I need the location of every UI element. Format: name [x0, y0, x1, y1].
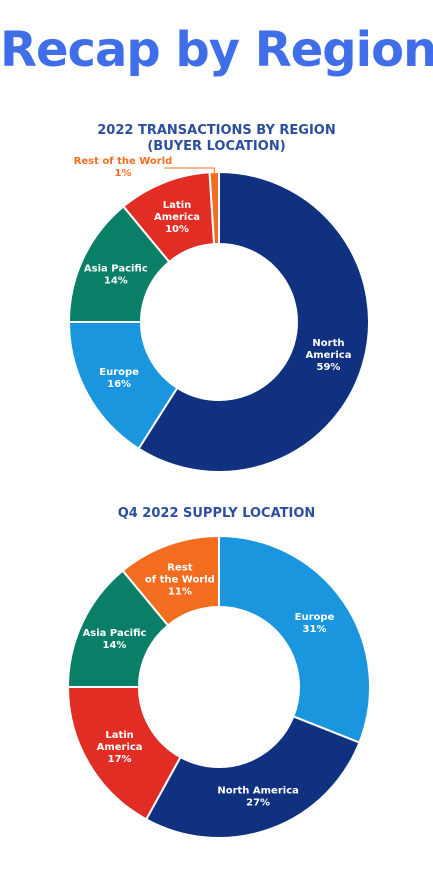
slice-category: Rest: [167, 562, 192, 573]
slice-category: Europe: [295, 612, 335, 623]
donut-chart-supply: Europe 31% North America 27% Latin America 17%…: [66, 534, 371, 839]
slice-category: Latin: [163, 200, 191, 211]
slice-category: America: [154, 212, 200, 223]
slice-category: Asia Pacific: [83, 628, 147, 639]
donut-chart-transactions: North America 59%Europe 16%Asia Pacific 14%L…: [67, 156, 370, 473]
slice-value: 59%: [317, 362, 341, 373]
leader-line-rest-of-the-world: [164, 167, 215, 175]
slice-rest-of-the-world: [208, 170, 220, 246]
slice-value: 17%: [108, 754, 132, 765]
slice-north-america: [144, 715, 361, 839]
slice-europe: [218, 534, 371, 744]
slice-value: 10%: [165, 224, 189, 235]
slice-category: of the World: [145, 574, 215, 585]
page-title: Recap by Region: [0, 22, 433, 78]
data-label-rest-of-the-world: Rest of the World 1%: [74, 156, 173, 179]
data-label-north-america: North America 27%: [217, 786, 299, 809]
slice-value: 27%: [246, 798, 270, 809]
data-label-europe: Europe 31%: [295, 612, 335, 635]
chart-title-line: 2022 TRANSACTIONS BY REGION: [97, 123, 336, 138]
data-label-north-america: North America 59%: [305, 338, 351, 373]
chart-title-line: (BUYER LOCATION): [147, 139, 286, 154]
slice-category: North America: [217, 786, 299, 797]
data-label-asia-pacific: Asia Pacific 14%: [84, 263, 148, 286]
chart-title-transactions: 2022 TRANSACTIONS BY REGION (BUYER LOCAT…: [0, 123, 433, 155]
slice-north-america: [137, 170, 370, 473]
chart-title-supply: Q4 2022 SUPPLY LOCATION: [0, 506, 433, 522]
data-label-latin-america: Latin America 10%: [154, 200, 200, 235]
slice-value: 14%: [104, 275, 128, 286]
data-label-rest-of-the-world: Rest of the World 11%: [145, 562, 215, 597]
slice-value: 11%: [168, 586, 192, 597]
chart-title-line: Q4 2022 SUPPLY LOCATION: [117, 506, 316, 521]
slice-category: Rest of the World: [74, 156, 173, 167]
data-label-asia-pacific: Asia Pacific 14%: [83, 628, 147, 651]
slice-value: 1%: [115, 168, 132, 179]
slice-category: Asia Pacific: [84, 263, 148, 274]
slice-category: Latin: [105, 730, 133, 741]
slice-value: 31%: [303, 624, 327, 635]
data-label-latin-america: Latin America 17%: [97, 730, 143, 765]
slice-category: America: [97, 742, 143, 753]
slice-category: Europe: [99, 367, 139, 378]
data-label-europe: Europe 16%: [99, 367, 139, 390]
slice-category: America: [305, 350, 351, 361]
slice-value: 14%: [103, 640, 127, 651]
slice-category: North: [312, 338, 344, 349]
slice-value: 16%: [107, 379, 131, 390]
slice-rest-of-the-world: [121, 534, 220, 627]
